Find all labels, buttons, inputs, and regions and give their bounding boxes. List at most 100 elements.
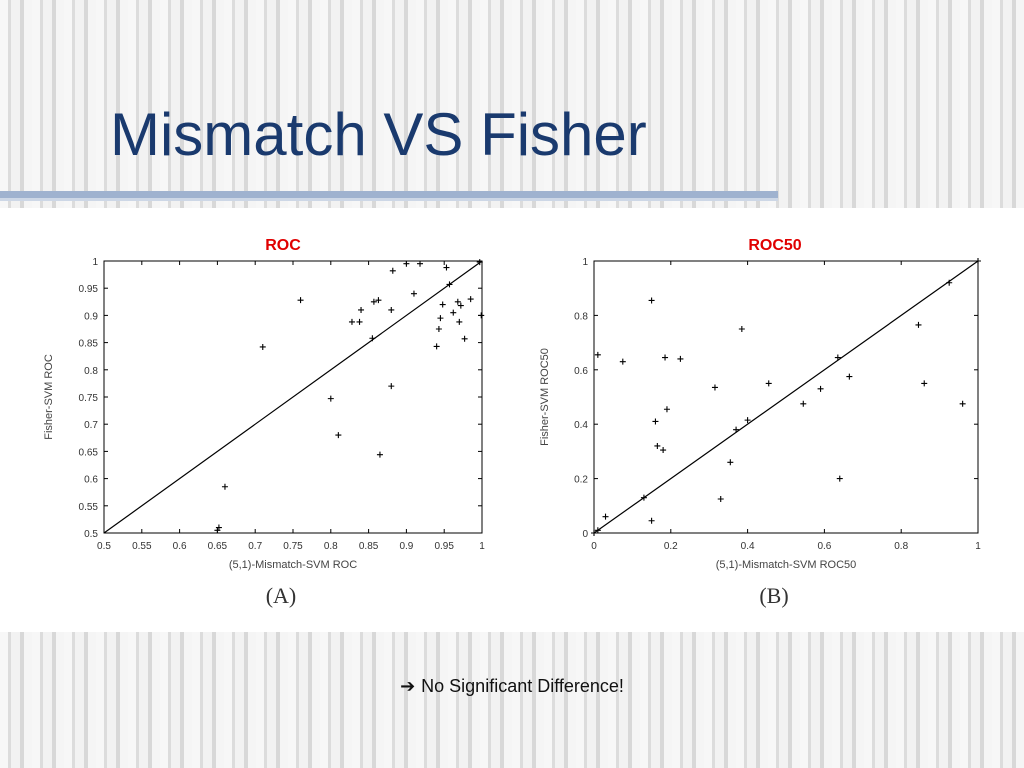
chart-b-data-point bbox=[652, 418, 659, 425]
chart-a-data-point bbox=[356, 318, 363, 325]
conclusion-text: No Significant Difference! bbox=[421, 676, 624, 696]
chart-a-x-tick-label: 0.8 bbox=[324, 541, 338, 552]
chart-b-data-point bbox=[915, 321, 922, 328]
chart-b-data-point bbox=[663, 406, 670, 413]
chart-a-data-point bbox=[461, 335, 468, 342]
chart-a-data-point bbox=[417, 260, 424, 267]
chart-b-y-tick-label: 0.2 bbox=[574, 475, 588, 486]
chart-a-x-tick-label: 1 bbox=[479, 541, 485, 552]
chart-a-data-point bbox=[369, 335, 376, 342]
chart-a-x-tick-label: 0.95 bbox=[434, 541, 454, 552]
chart-a-x-tick-label: 0.55 bbox=[132, 541, 152, 552]
chart-a-data-point bbox=[450, 309, 457, 316]
chart-b-y-tick-label: 0.8 bbox=[574, 311, 588, 322]
chart-b-y-tick-label: 1 bbox=[582, 257, 588, 268]
chart-a-x-tick-label: 0.6 bbox=[173, 541, 187, 552]
chart-a-data-point bbox=[403, 260, 410, 267]
chart-a-x-tick-label: 0.7 bbox=[248, 541, 262, 552]
chart-a-data-point bbox=[215, 524, 222, 531]
chart-a-data-point bbox=[457, 302, 464, 309]
chart-a-data-point bbox=[454, 298, 461, 305]
chart-a-data-point bbox=[467, 296, 474, 303]
chart-b-data-point bbox=[959, 400, 966, 407]
chart-a-y-tick-label: 0.95 bbox=[79, 284, 99, 295]
chart-a-data-point bbox=[435, 326, 442, 332]
chart-b-data-point bbox=[591, 530, 597, 536]
chart-b-data-point bbox=[717, 496, 724, 502]
scatter-figure: ROC 0.5 0.55 0.6 0.65 0.7 0.75 0.8 0.85 0.9 0.95 1 0… bbox=[43, 237, 981, 608]
chart-a-data-point bbox=[437, 315, 444, 322]
title-divider bbox=[0, 191, 778, 198]
chart-a-title: ROC bbox=[265, 237, 301, 254]
chart-b-data-point bbox=[727, 459, 734, 466]
chart-b-data-point bbox=[602, 513, 609, 520]
chart-b-y-tick-label: 0.6 bbox=[574, 366, 588, 377]
chart-a-panel-label: (A) bbox=[266, 583, 297, 608]
chart-a-data-point bbox=[297, 297, 304, 304]
chart-a-data-point bbox=[327, 395, 334, 402]
chart-b-data-point bbox=[594, 351, 601, 358]
chart-b-x-tick-label: 0.2 bbox=[664, 541, 678, 552]
chart-b-x-tick-label: 0.8 bbox=[894, 541, 908, 552]
chart-a-y-tick-label: 0.5 bbox=[84, 529, 98, 540]
chart-a-data-point bbox=[335, 432, 342, 439]
chart-a-x-axis-label: (5,1)-Mismatch-SVM ROC bbox=[229, 559, 357, 571]
chart-a-y-tick-label: 0.6 bbox=[84, 475, 98, 486]
chart-b-data-point bbox=[836, 475, 843, 482]
chart-a-x-tick-label: 0.9 bbox=[399, 541, 413, 552]
chart-b-data-point bbox=[711, 384, 718, 391]
chart-a-data-point bbox=[358, 306, 365, 313]
chart-a-data-point bbox=[443, 264, 450, 271]
chart-a-y-tick-label: 0.85 bbox=[79, 339, 99, 350]
chart-a-y-tick-label: 0.55 bbox=[79, 502, 99, 513]
chart-a-data-point bbox=[476, 259, 483, 266]
chart-b-x-axis-label: (5,1)-Mismatch-SVM ROC50 bbox=[716, 559, 857, 571]
chart-b-data-point bbox=[662, 354, 669, 361]
chart-b-data-point bbox=[817, 385, 824, 392]
chart-b-title: ROC50 bbox=[748, 237, 801, 254]
title-divider-shadow bbox=[0, 198, 778, 201]
chart-a-y-tick-label: 0.8 bbox=[84, 366, 98, 377]
chart-a-data-point bbox=[214, 527, 221, 534]
chart-b-y-tick-label: 0 bbox=[582, 529, 588, 540]
chart-a-data-point bbox=[433, 343, 440, 350]
chart-b-y-axis-label: Fisher-SVM ROC50 bbox=[539, 348, 551, 446]
chart-b-data-point bbox=[800, 400, 807, 407]
chart-b-data-point bbox=[640, 494, 647, 501]
chart-b-data-point bbox=[677, 355, 684, 362]
chart-a-data-point bbox=[370, 298, 377, 305]
chart-b-x-tick-label: 1 bbox=[975, 541, 981, 552]
chart-a-data-point bbox=[221, 483, 228, 490]
chart-b-panel-label: (B) bbox=[759, 583, 788, 608]
chart-b-data-point bbox=[946, 279, 953, 286]
chart-b-x-tick-label: 0 bbox=[591, 541, 597, 552]
chart-a-x-tick-label: 0.75 bbox=[283, 541, 303, 552]
chart-b-data-point bbox=[921, 380, 928, 387]
chart-b-x-tick-label: 0.4 bbox=[741, 541, 755, 552]
chart-a-data-point bbox=[375, 297, 382, 304]
chart-b-data-point bbox=[975, 258, 981, 264]
chart-a-diagonal-line bbox=[103, 260, 483, 534]
chart-a-y-tick-label: 0.75 bbox=[79, 393, 99, 404]
chart-a-y-tick-label: 0.65 bbox=[79, 447, 99, 458]
chart-b-data-point bbox=[594, 527, 601, 534]
figure-panel: ROC 0.5 0.55 0.6 0.65 0.7 0.75 0.8 0.85 0.9 0.95 1 0… bbox=[0, 208, 1024, 632]
chart-a-data-point bbox=[259, 343, 266, 350]
chart-a-y-tick-label: 0.7 bbox=[84, 420, 98, 431]
chart-a-data-point bbox=[376, 451, 383, 458]
chart-a-x-tick-label: 0.85 bbox=[359, 541, 379, 552]
chart-a-data-point bbox=[478, 312, 485, 319]
slide-title: Mismatch VS Fisher bbox=[110, 101, 647, 168]
right-arrow-icon: ➔ bbox=[400, 676, 416, 697]
chart-a-data-point bbox=[439, 301, 446, 308]
chart-a-x-tick-label: 0.5 bbox=[97, 541, 111, 552]
chart-a-x-tick-label: 0.65 bbox=[208, 541, 228, 552]
chart-b-y-tick-label: 0.4 bbox=[574, 420, 588, 431]
chart-b-data-point bbox=[619, 358, 626, 365]
chart-b-data-point bbox=[765, 380, 772, 387]
chart-b-data-point bbox=[834, 354, 841, 361]
chart-b-data-point bbox=[744, 417, 751, 424]
chart-a-data-point bbox=[446, 281, 453, 288]
chart-a-data-point bbox=[388, 383, 395, 390]
chart-b-data-point bbox=[654, 442, 661, 449]
